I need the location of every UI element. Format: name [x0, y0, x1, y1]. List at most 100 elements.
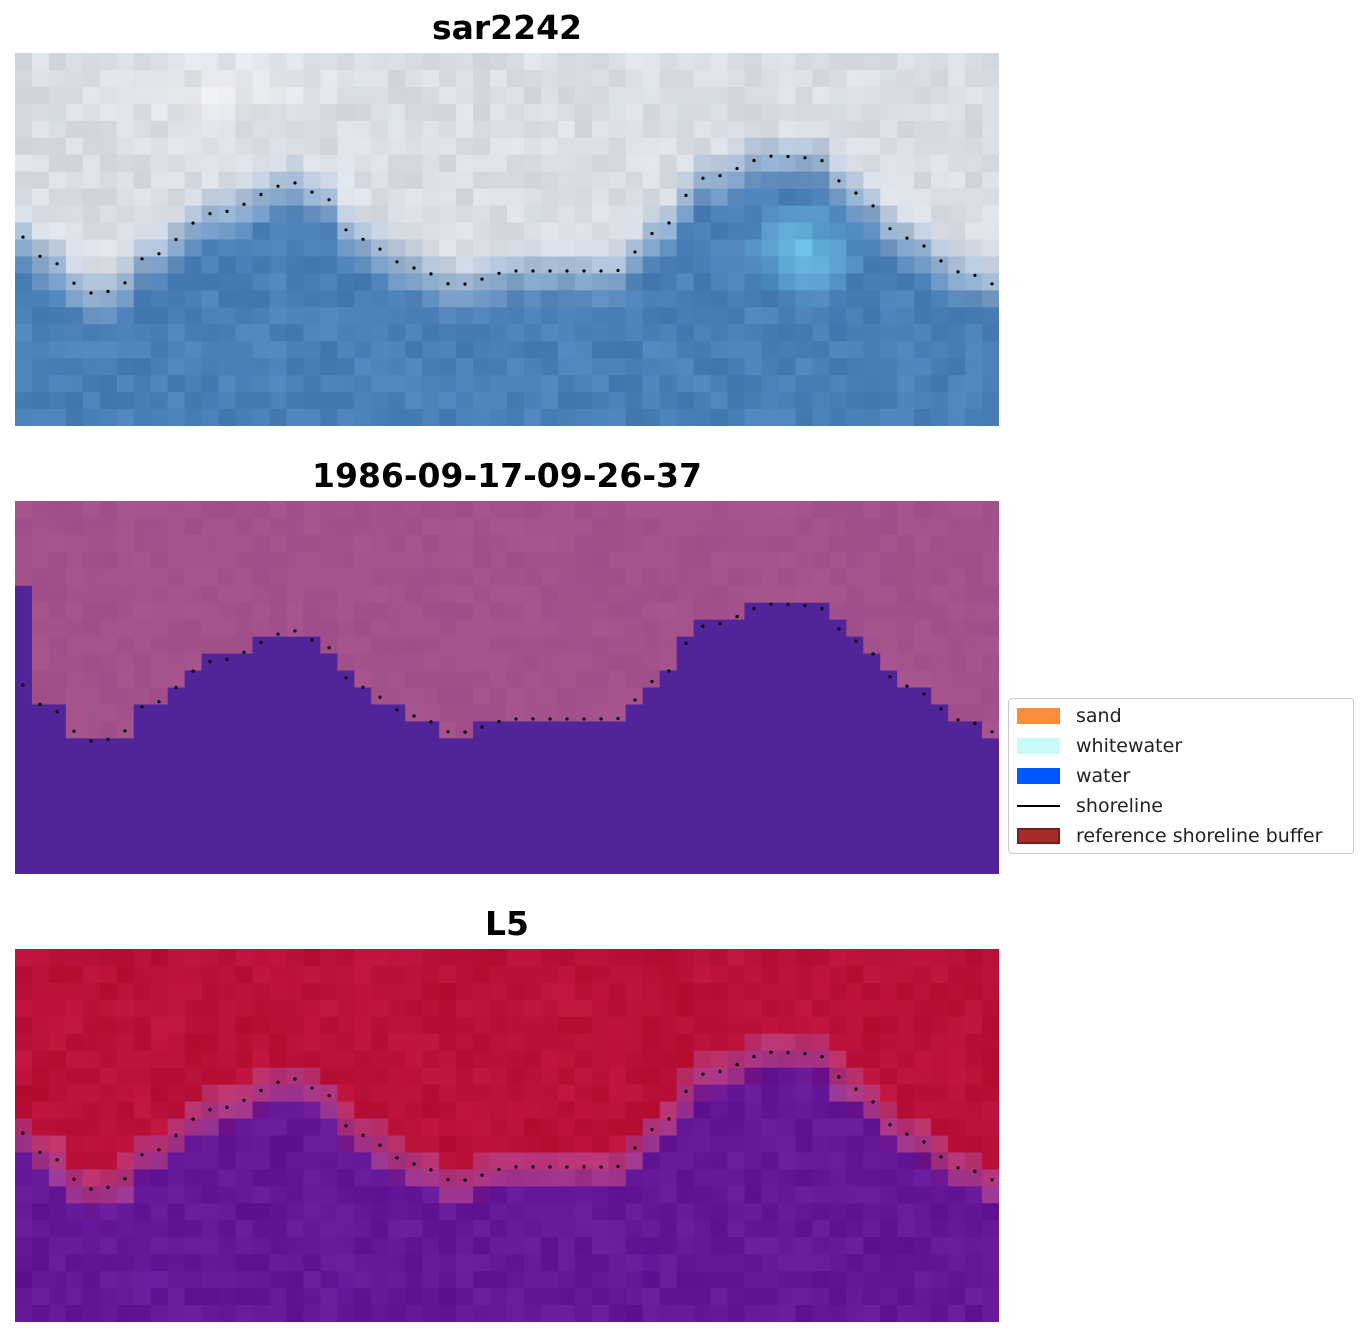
raster-pixel [337, 358, 355, 376]
raster-pixel [116, 1101, 135, 1120]
raster-pixel [710, 965, 729, 984]
raster-pixel [846, 1271, 864, 1289]
raster-pixel [931, 137, 949, 156]
raster-pixel [82, 965, 101, 984]
raster-pixel [625, 358, 644, 376]
raster-pixel [456, 982, 474, 1001]
raster-pixel [540, 120, 559, 139]
raster-pixel [31, 653, 50, 672]
raster-pixel [982, 1271, 999, 1289]
raster-pixel [557, 619, 576, 638]
raster-pixel [507, 772, 525, 790]
raster-pixel [116, 86, 135, 105]
raster-pixel [540, 307, 559, 325]
raster-pixel [982, 273, 999, 291]
raster-pixel [184, 86, 203, 105]
raster-pixel [82, 1220, 101, 1238]
raster-pixel [439, 619, 457, 638]
raster-pixel [31, 1288, 50, 1306]
raster-pixel [303, 619, 321, 638]
raster-pixel [642, 1050, 661, 1069]
raster-pixel [65, 568, 84, 587]
shoreline-dot [38, 702, 42, 706]
raster-pixel [693, 171, 712, 190]
raster-pixel [99, 358, 118, 376]
raster-pixel [167, 585, 186, 604]
raster-pixel [490, 1084, 508, 1103]
raster-pixel [676, 738, 695, 756]
raster-pixel [116, 857, 135, 874]
raster-pixel [507, 86, 525, 105]
raster-pixel [269, 324, 288, 342]
raster-pixel [167, 69, 186, 88]
raster-pixel [642, 205, 661, 224]
raster-pixel [523, 1220, 542, 1238]
raster-pixel [150, 823, 169, 841]
raster-pixel [574, 222, 593, 241]
raster-pixel [523, 602, 542, 621]
raster-pixel [303, 1271, 321, 1289]
raster-pixel [591, 1152, 610, 1170]
raster-pixel [625, 619, 644, 638]
shoreline-dot [378, 1143, 382, 1147]
raster-pixel [65, 53, 84, 71]
raster-pixel [914, 823, 932, 841]
raster-pixel [863, 154, 881, 173]
raster-pixel [133, 949, 152, 967]
raster-pixel [897, 1135, 915, 1154]
raster-pixel [82, 392, 101, 410]
raster-pixel [99, 1305, 118, 1322]
raster-pixel [490, 1169, 508, 1187]
raster-pixel [473, 1016, 491, 1035]
raster-pixel [133, 721, 152, 739]
raster-pixel [422, 171, 440, 190]
raster-pixel [744, 222, 763, 241]
raster-pixel [252, 704, 271, 722]
raster-pixel [218, 755, 237, 773]
raster-pixel [557, 120, 576, 139]
raster-pixel [540, 1135, 559, 1154]
raster-pixel [761, 341, 780, 359]
raster-pixel [693, 534, 712, 553]
raster-pixel [184, 738, 203, 756]
raster-pixel [252, 1135, 271, 1154]
raster-pixel [965, 409, 983, 426]
raster-pixel [727, 86, 746, 105]
raster-pixel [507, 789, 525, 807]
raster-pixel [269, 602, 288, 621]
raster-pixel [710, 1067, 729, 1086]
raster-pixel [337, 568, 355, 587]
raster-pixel [829, 188, 847, 207]
raster-pixel [235, 704, 254, 722]
raster-pixel [252, 1237, 271, 1255]
raster-pixel [540, 721, 559, 739]
raster-pixel [507, 636, 525, 655]
raster-pixel [625, 1203, 644, 1221]
raster-pixel [388, 273, 406, 291]
raster-pixel [761, 857, 780, 874]
raster-pixel [150, 982, 169, 1001]
raster-pixel [388, 653, 406, 672]
raster-pixel [795, 1135, 813, 1154]
raster-pixel [473, 1186, 491, 1204]
raster-pixel [473, 772, 491, 790]
raster-pixel [184, 965, 203, 984]
raster-pixel [829, 534, 847, 553]
raster-pixel [422, 501, 440, 519]
raster-pixel [591, 1203, 610, 1221]
raster-pixel [337, 171, 355, 190]
raster-pixel [795, 273, 813, 291]
shoreline-dot [667, 669, 671, 673]
raster-pixel [880, 290, 898, 308]
raster-pixel [15, 1203, 33, 1221]
raster-pixel [303, 86, 321, 105]
raster-pixel [846, 806, 864, 824]
raster-pixel [48, 823, 67, 841]
raster-pixel [710, 653, 729, 672]
raster-pixel [490, 171, 508, 190]
raster-pixel [676, 137, 695, 156]
raster-pixel [439, 205, 457, 224]
raster-pixel [507, 755, 525, 773]
shoreline-dot [225, 209, 229, 213]
raster-pixel [829, 137, 847, 156]
